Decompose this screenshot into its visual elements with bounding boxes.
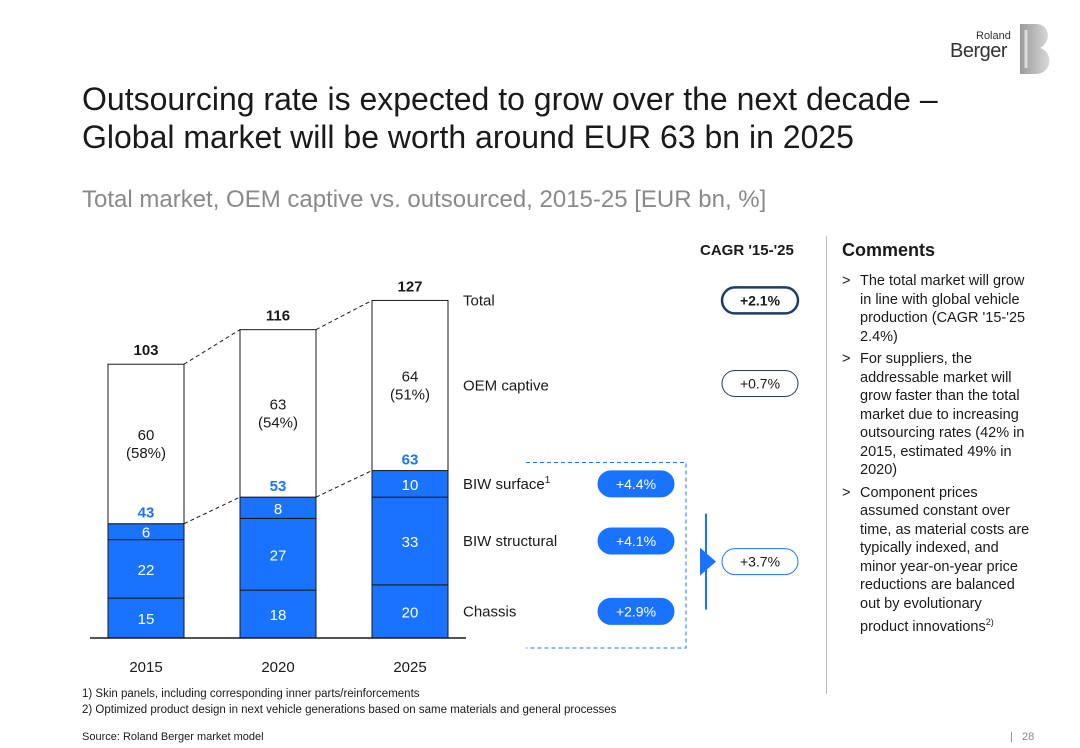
page-subtitle: Total market, OEM captive vs. outsourced… — [82, 186, 767, 213]
bar-value-label: 10 — [402, 477, 419, 494]
cagr-biw-structural-pill — [597, 527, 675, 555]
brand-name-line2: Berger — [950, 40, 1008, 62]
comment-item: > For suppliers, the addressable market … — [842, 350, 1032, 480]
bar-share-label: (54%) — [258, 414, 298, 431]
cagr-total-value: +2.1% — [740, 292, 781, 308]
bar-value-label: 6 — [142, 525, 150, 542]
comments-header: Comments — [842, 240, 936, 260]
cagr-chassis-value: +2.9% — [616, 603, 656, 619]
footnotes: 1) Skin panels, including corresponding … — [82, 686, 616, 718]
outsourced-connector — [315, 470, 373, 498]
bullet-marker: > — [842, 484, 851, 501]
bullet-marker: > — [842, 351, 851, 367]
bar-share-label: (51%) — [390, 386, 430, 403]
row-label: BIW surface1 — [463, 475, 551, 493]
bar-value-label: 64 — [402, 368, 419, 385]
brand-name-line1: Roland — [976, 30, 1011, 42]
arrow-right-icon — [700, 547, 716, 576]
comment-text: Component prices assumed constant over t… — [860, 484, 1030, 635]
comment-text: For suppliers, the addressable market wi… — [860, 351, 1025, 478]
row-label-total: Total — [463, 292, 495, 309]
total-connector — [315, 299, 373, 331]
comment-item: > The total market will grow in line wit… — [842, 272, 1032, 346]
bar-segment — [107, 539, 185, 599]
source-note: Source: Roland Berger market model — [82, 731, 264, 743]
outsourced-total-label: 63 — [402, 452, 419, 469]
cagr-header: CAGR '15-'25 — [700, 242, 794, 259]
bar-value-label: 15 — [138, 611, 155, 628]
cagr-biw-surface-pill — [597, 470, 675, 498]
page-number: | 28 — [1010, 731, 1034, 743]
total-connector — [183, 329, 241, 365]
x-tick-label: 2020 — [261, 659, 294, 676]
total-label: 103 — [133, 342, 158, 359]
bar-value-label: 8 — [274, 501, 282, 518]
bar-segment — [107, 597, 185, 639]
bar-value-label: 20 — [402, 604, 419, 621]
bar-segment — [239, 329, 317, 498]
x-tick-label: 2025 — [393, 659, 426, 676]
cagr-oem-captive-pill — [721, 369, 799, 397]
outsourced-total-label: 43 — [138, 505, 155, 522]
brand-logo-icon — [1020, 24, 1050, 74]
cagr-outsourced-pill — [721, 548, 799, 576]
outsourced-bracket — [526, 462, 687, 649]
row-label: OEM captive — [463, 377, 549, 394]
page-separator: | — [1010, 731, 1013, 743]
cagr-total-pill — [720, 286, 800, 315]
title-line-1: Outsourcing rate is expected to grow ove… — [82, 81, 938, 117]
bar-share-label: (58%) — [126, 445, 166, 462]
bar-segment — [371, 470, 449, 498]
bar-value-label: 22 — [138, 562, 155, 579]
title-line-2: Global market will be worth around EUR 6… — [82, 119, 854, 155]
bullet-marker: > — [842, 273, 851, 289]
bar-segment — [371, 584, 449, 639]
bar-value-label: 60 — [138, 427, 155, 444]
footnote-2: 2) Optimized product design in next vehi… — [82, 704, 617, 716]
cagr-biw-structural-value: +4.1% — [616, 533, 656, 549]
x-tick-label: 2015 — [129, 659, 162, 676]
bar-segment — [239, 517, 317, 591]
cagr-chassis-pill — [597, 597, 675, 625]
comment-footnote-ref: 2) — [985, 617, 994, 627]
comments-divider — [826, 236, 827, 694]
bar-value-label: 63 — [270, 396, 287, 413]
row-label-footnote: 1 — [545, 475, 551, 486]
total-label: 116 — [266, 308, 290, 325]
bar-value-label: 18 — [270, 607, 287, 624]
bar-value-label: 27 — [270, 547, 287, 564]
comment-text: The total market will grow in line with … — [860, 273, 1026, 345]
cagr-biw-surface-value: +4.4% — [616, 476, 656, 492]
bar-segment — [371, 299, 449, 472]
comments-list: > The total market will grow in line wit… — [842, 272, 1032, 640]
total-label: 127 — [397, 278, 422, 295]
comment-item: > Component prices assumed constant over… — [842, 484, 1032, 637]
row-label: Chassis — [463, 603, 516, 620]
page-number-value: 28 — [1022, 731, 1035, 743]
bar-value-label: 33 — [402, 534, 419, 551]
page-title: Outsourcing rate is expected to grow ove… — [82, 80, 962, 156]
row-label: BIW structural — [463, 533, 557, 550]
cagr-oem-captive-value: +0.7% — [740, 375, 780, 391]
bar-segment — [371, 496, 449, 586]
footnote-1: 1) Skin panels, including corresponding … — [82, 688, 420, 700]
outsourced-connector — [183, 496, 241, 525]
cagr-outsourced-value: +3.7% — [740, 554, 780, 570]
bar-segment — [107, 363, 185, 525]
outsourced-total-label: 53 — [270, 478, 287, 495]
